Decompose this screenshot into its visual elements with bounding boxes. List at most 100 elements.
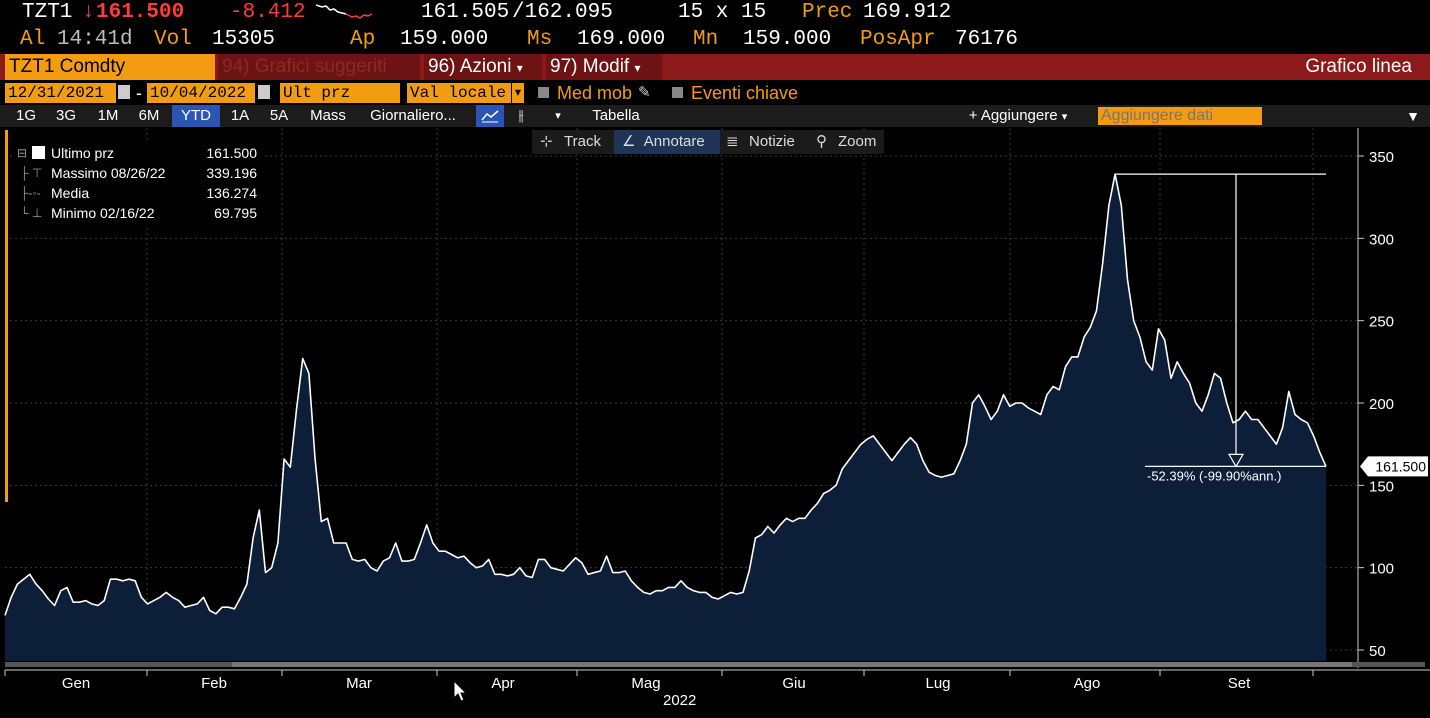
date-separator: - xyxy=(136,83,142,103)
chevron-down-icon: ▾ xyxy=(634,61,641,75)
y-tick-label: 350 xyxy=(1369,149,1394,166)
bid-ask-size: 15 x 15 xyxy=(678,1,767,24)
legend-row: └ ⊥ Minimo 02/16/22 69.795 xyxy=(14,203,264,223)
modify-label: 97) Modif xyxy=(550,56,630,77)
last-value-label: 161.500 xyxy=(1375,458,1426,474)
period-5a[interactable]: 5A xyxy=(269,107,289,124)
search-icon[interactable]: ⚲ xyxy=(816,133,827,150)
year-label: 2022 xyxy=(663,692,697,709)
period-ytd[interactable]: YTD xyxy=(172,105,220,127)
last-price: 161.500 xyxy=(96,1,185,24)
price-line xyxy=(4,173,1327,616)
chevron-down-icon[interactable]: ▾ xyxy=(512,83,524,103)
period-max[interactable]: Mass xyxy=(310,107,346,124)
drawdown-arrow-head xyxy=(1227,453,1245,468)
legend-name: Minimo 02/16/22 xyxy=(51,205,155,221)
legend-value: 161.500 xyxy=(206,145,257,161)
add-label: + Aggiungere xyxy=(968,107,1058,124)
annotate-icon: ∠ xyxy=(622,133,636,150)
add-data-input[interactable] xyxy=(1098,107,1262,125)
drawdown-annotation: -52.39% (-99.90%ann.) xyxy=(1147,468,1281,483)
open-interest-label: PosApr xyxy=(860,28,936,51)
table-button[interactable]: Tabella xyxy=(592,107,640,124)
last-value-tag xyxy=(1360,456,1428,477)
collapse-icon[interactable]: ⊟ xyxy=(17,146,28,160)
max-marker-icon: ├ ⊤ xyxy=(20,166,43,180)
price-chart[interactable]: 50 100 150 200 250 300 350 Gen Feb Mar Apr Mag Giu Lu… xyxy=(0,128,1430,718)
period-1a[interactable]: 1A xyxy=(230,107,250,124)
currency-select[interactable]: Val locale xyxy=(407,83,511,103)
chart-subtoolbar: ⊹ Track ∠ Annotare ≣ Notizie ⚲ Zoom xyxy=(532,130,884,154)
quote-line-1: TZT1 ↓ 161.500 -8.412 161.505 /162.095 1… xyxy=(0,0,1430,26)
legend-name: Media xyxy=(51,185,90,201)
filter-icon[interactable]: ▼ xyxy=(1406,108,1420,124)
area-fill xyxy=(5,174,1326,661)
prev-value: 169.912 xyxy=(863,1,952,24)
legend-name: Massimo 08/26/22 xyxy=(51,165,166,181)
left-accent-bar xyxy=(5,130,8,502)
time-value: 14:41d xyxy=(57,28,133,51)
y-tick-label: 300 xyxy=(1369,231,1394,248)
x-tick-label: Feb xyxy=(201,675,227,692)
x-tick-label: Gen xyxy=(62,675,90,692)
end-date-input[interactable]: 10/04/2022 xyxy=(147,83,255,103)
volume-label: Vol xyxy=(154,28,192,51)
chart-legend: ⊟ Ultimo prz 161.500 ├ ⊤ Massimo 08/26/2… xyxy=(14,143,264,228)
bar-chart-icon[interactable]: ⫲ xyxy=(518,107,524,124)
frequency-select[interactable]: Giornaliero... xyxy=(370,107,456,124)
news-icon[interactable]: ≣ xyxy=(726,133,739,150)
key-events-checkbox[interactable] xyxy=(672,87,683,98)
legend-value: 136.274 xyxy=(206,185,257,201)
chevron-down-icon: ▾ xyxy=(1061,111,1068,123)
moving-average-label: Med mob xyxy=(557,83,633,103)
calendar-icon[interactable] xyxy=(118,85,130,99)
legend-value: 339.196 xyxy=(206,165,257,181)
series-swatch xyxy=(32,146,45,159)
legend-row: ├-◦- Media 136.274 xyxy=(14,183,264,203)
x-tick-label: Mag xyxy=(631,675,660,692)
key-events-label: Eventi chiave xyxy=(691,83,799,103)
chevron-down-icon: ▾ xyxy=(516,61,523,75)
annotate-button[interactable]: ∠ Annotare xyxy=(614,130,720,154)
quote-line-2: Al 14:41d Vol 15305 Ap 159.000 Ms 169.00… xyxy=(0,27,1430,53)
period-3g[interactable]: 3G xyxy=(55,107,76,124)
period-6m[interactable]: 6M xyxy=(138,107,160,124)
period-1m[interactable]: 1M xyxy=(97,107,119,124)
x-tick-label: Lug xyxy=(925,675,950,692)
modify-menu-button[interactable]: 97) Modif ▾ xyxy=(546,54,662,80)
line-chart-icon[interactable] xyxy=(476,105,504,127)
suggested-charts-button[interactable]: 94) Grafici suggeriti xyxy=(218,54,420,80)
start-date-input[interactable]: 12/31/2021 xyxy=(5,83,116,103)
legend-row: ├ ⊤ Massimo 08/26/22 339.196 xyxy=(14,163,264,183)
actions-menu-button[interactable]: 96) Azioni ▾ xyxy=(424,54,542,80)
price-field-select[interactable]: Ult prz xyxy=(280,83,400,103)
x-tick-label: Set xyxy=(1228,675,1251,692)
period-1g[interactable]: 1G xyxy=(15,107,36,124)
prev-label: Prec xyxy=(802,1,853,24)
y-tick-label: 200 xyxy=(1369,396,1394,413)
open-interest-value: 76176 xyxy=(955,28,1019,51)
track-icon[interactable]: ⊹ xyxy=(540,133,553,150)
pencil-icon[interactable]: ✎ xyxy=(638,84,651,101)
legend-name: Ultimo prz xyxy=(51,145,115,161)
x-tick-label: Apr xyxy=(491,675,514,692)
x-tick-label: Mar xyxy=(346,675,372,692)
y-tick-label: 50 xyxy=(1369,643,1386,660)
sparkline-icon xyxy=(316,4,373,19)
open-label: Ap xyxy=(350,28,376,51)
date-range-row: 12/31/2021 - 10/04/2022 Ult prz Val loca… xyxy=(0,82,1430,104)
annotate-label: Annotare xyxy=(643,133,705,150)
ticker-field[interactable]: TZT1 Comdty xyxy=(5,54,215,80)
calendar-icon[interactable] xyxy=(258,85,270,99)
bid-price: 161.505 xyxy=(421,1,510,24)
x-tick-label: Ago xyxy=(1074,675,1101,692)
news-button[interactable]: Notizie xyxy=(749,133,795,150)
moving-average-checkbox[interactable] xyxy=(538,87,549,98)
add-button[interactable]: + Aggiungere ▾ xyxy=(953,105,1083,127)
legend-value: 69.795 xyxy=(214,205,257,221)
chevron-down-icon[interactable]: ▾ xyxy=(555,110,561,122)
net-change: -8.412 xyxy=(230,1,306,24)
legend-row[interactable]: ⊟ Ultimo prz 161.500 xyxy=(14,143,264,163)
track-button[interactable]: Track xyxy=(564,133,601,150)
zoom-button[interactable]: Zoom xyxy=(838,133,877,150)
